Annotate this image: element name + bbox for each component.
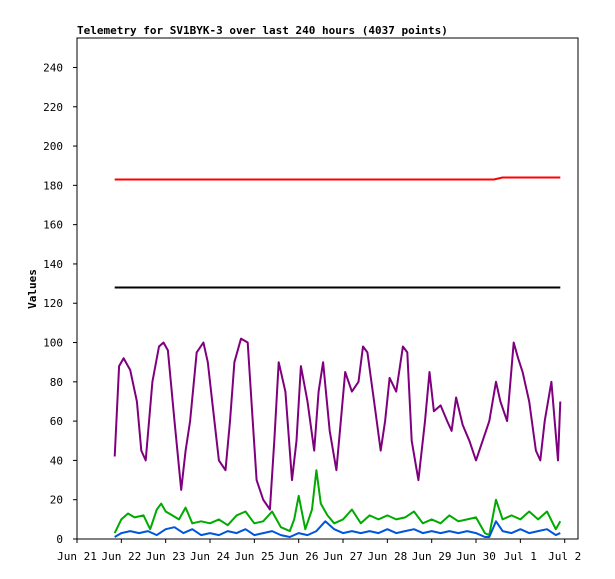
series-line-3 [113,337,562,511]
y-tick-label: 240 [43,61,63,74]
y-tick-label: 140 [43,258,63,271]
x-tick-label: Jun 21 [57,550,97,563]
x-tick-label: Jun 22 [101,550,141,563]
x-tick-label: Jul 2 [548,550,581,563]
y-tick-label: 80 [50,376,63,389]
y-tick-label: 20 [50,494,63,507]
chart-title: Telemetry for SV1BYK-3 over last 240 hou… [77,24,448,37]
series-line-4 [113,469,562,537]
x-tick-label: Jun 27 [323,550,363,563]
y-tick-label: 100 [43,337,63,350]
y-tick-label: 180 [43,179,63,192]
x-tick-label: Jul 1 [504,550,537,563]
y-axis: 0 20 40 60 80 100 120 140 160 180 200 220 240 [43,61,77,546]
y-tick-label: 60 [50,415,63,428]
series-line-1 [114,176,561,181]
series-group [113,176,562,538]
x-tick-label: Jun 30 [456,550,496,563]
x-axis: Jun 21 Jun 22 Jun 23 Jun 24 Jun 25 Jun 26 Jun … [57,539,581,563]
y-tick-label: 0 [56,533,63,546]
y-tick-label: 120 [43,297,63,310]
series-line-5 [114,520,561,538]
y-axis-label: Values [26,269,39,309]
x-tick-label: Jun 29 [412,550,452,563]
x-tick-label: Jun 24 [190,550,230,563]
y-tick-label: 220 [43,101,63,114]
plot-frame [76,37,579,540]
y-tick-label: 200 [43,140,63,153]
x-tick-label: Jun 28 [367,550,407,563]
x-tick-label: Jun 25 [234,550,274,563]
y-tick-label: 160 [43,219,63,232]
x-tick-label: Jun 26 [279,550,319,563]
x-tick-label: Jun 23 [146,550,186,563]
y-tick-label: 40 [50,454,63,467]
